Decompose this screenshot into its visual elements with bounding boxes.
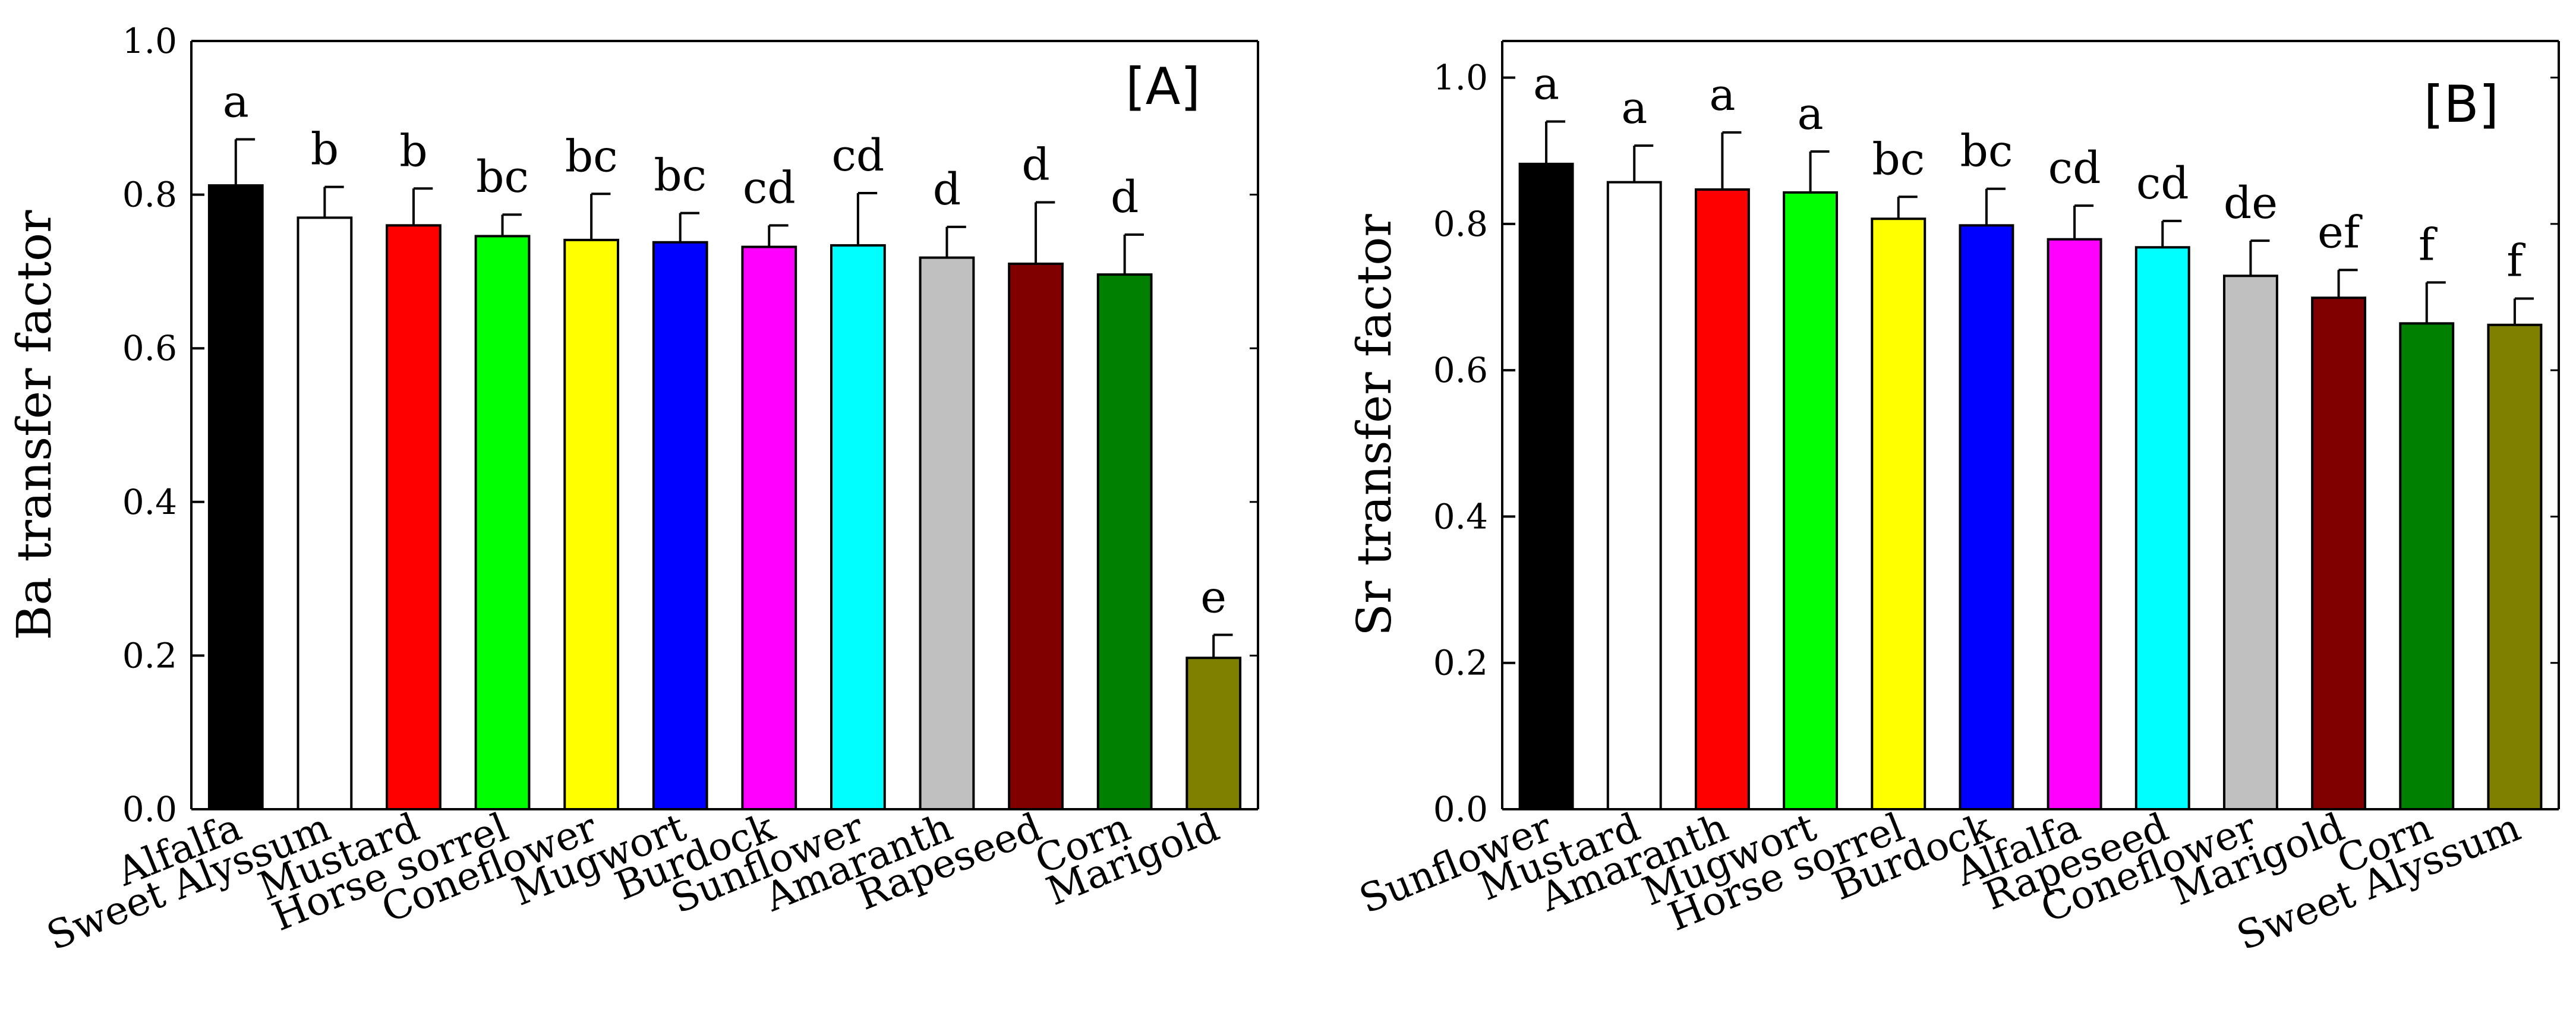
y-tick-label: 1.0 [122, 21, 177, 61]
bar [1959, 224, 2014, 810]
bar [2047, 238, 2102, 810]
bar [207, 184, 264, 811]
significance-letter: b [399, 125, 427, 176]
bar [830, 244, 886, 810]
bar [1185, 657, 1242, 811]
y-axis-title: Sr transfer factor [1347, 214, 1402, 636]
bar [2311, 296, 2367, 810]
significance-letter: ef [2318, 207, 2363, 258]
significance-letter: a [223, 77, 249, 128]
bar [1518, 162, 1574, 810]
y-tick-label: 1.0 [1433, 58, 1488, 98]
y-tick-label: 0.4 [122, 482, 177, 522]
significance-letter: bc [565, 131, 618, 182]
y-tick-label: 0.2 [1433, 643, 1488, 683]
significance-letter: cd [2136, 158, 2189, 209]
y-tick-label: 0.2 [122, 635, 177, 676]
panel-label: [A] [1125, 57, 1200, 116]
y-tick-label: 0.8 [122, 175, 177, 215]
bar [1606, 181, 1662, 810]
y-tick-label: 0.6 [122, 328, 177, 368]
significance-letter: cd [831, 130, 884, 181]
bar [1871, 217, 1927, 811]
y-tick-label: 0.0 [122, 789, 177, 829]
bar [652, 241, 708, 810]
bar [2487, 323, 2543, 810]
significance-letter: cd [743, 162, 796, 213]
bar [2399, 322, 2455, 810]
significance-letter: bc [1872, 134, 1925, 185]
significance-letter: a [1621, 83, 1647, 134]
chart-panel-b: aSunfloweraMustardaAmaranthaMugwortbcHor… [1347, 40, 2560, 959]
significance-letter: bc [654, 150, 707, 201]
significance-letter: f [2419, 219, 2438, 270]
panel-label: [B] [2424, 75, 2499, 134]
bar [1096, 273, 1153, 810]
significance-letter: e [1200, 572, 1226, 623]
bar [2222, 274, 2278, 810]
significance-letter: bc [1960, 126, 2013, 177]
bar [1783, 191, 1839, 810]
bar [386, 224, 442, 810]
significance-letter: bc [476, 152, 529, 203]
bar [1008, 262, 1064, 811]
significance-letter: f [2506, 235, 2525, 286]
bar [741, 245, 797, 810]
significance-letter: a [1709, 70, 1735, 121]
bar [297, 216, 353, 810]
bar [1694, 188, 1750, 811]
y-tick-label: 0.0 [1433, 789, 1488, 829]
significance-letter: b [311, 124, 339, 175]
significance-letter: a [1798, 89, 1824, 140]
bar [563, 238, 619, 810]
y-tick-label: 0.4 [1433, 496, 1488, 537]
significance-letter: cd [2048, 143, 2101, 194]
significance-letter: d [1021, 140, 1049, 191]
bar [474, 235, 531, 810]
significance-letter: a [1533, 58, 1559, 109]
bar [2134, 246, 2190, 810]
y-tick-label: 0.8 [1433, 204, 1488, 244]
bar [919, 256, 975, 811]
significance-letter: d [933, 164, 961, 215]
y-axis-title: Ba transfer factor [7, 210, 62, 640]
significance-letter: d [1111, 172, 1139, 223]
significance-letter: de [2224, 178, 2278, 229]
y-tick-label: 0.6 [1433, 350, 1488, 390]
